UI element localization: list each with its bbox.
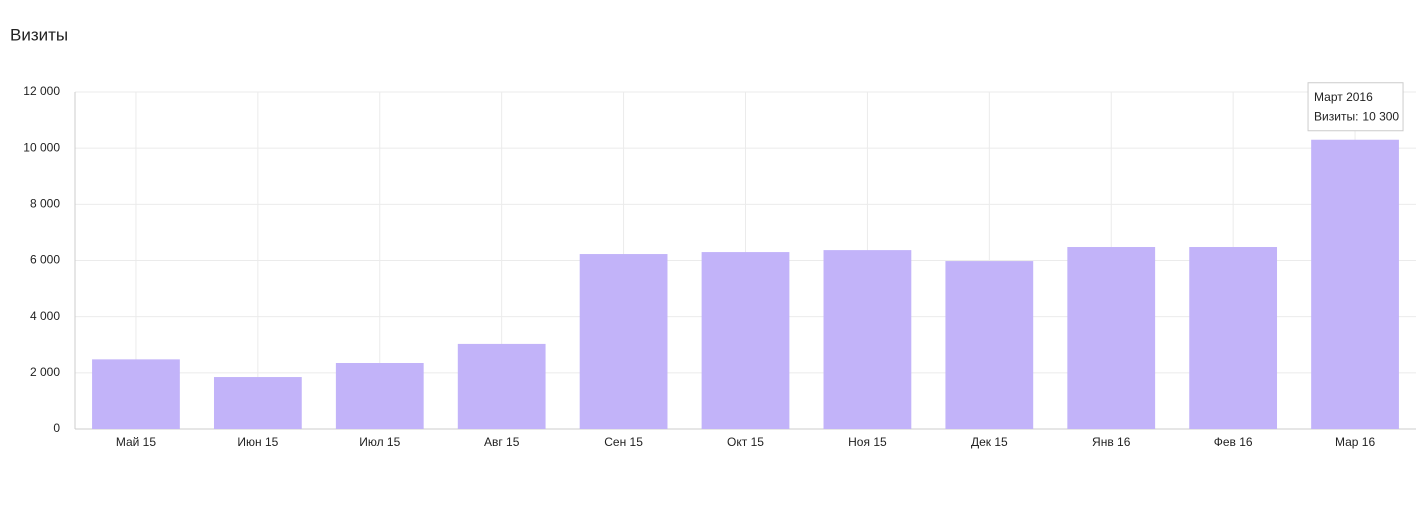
bar xyxy=(701,252,790,429)
bar xyxy=(1311,139,1399,429)
y-tick-label: 0 xyxy=(53,421,60,435)
tooltip-title: Март 2016 xyxy=(1314,90,1373,104)
y-tick-label: 6 000 xyxy=(30,253,60,267)
x-tick-label: Мар 16 xyxy=(1335,435,1375,449)
y-tick-label: 2 000 xyxy=(30,365,60,379)
y-tick-label: 12 000 xyxy=(23,84,60,98)
chart-title: Визиты xyxy=(10,25,68,44)
x-tick-label: Сен 15 xyxy=(604,435,643,449)
bar xyxy=(335,363,424,429)
tooltip-line: Визиты: 10 300 xyxy=(1314,110,1399,124)
tooltip: Март 2016 Визиты: 10 300 xyxy=(1307,82,1404,132)
x-tick-label: Янв 16 xyxy=(1092,435,1131,449)
x-tick-label: Окт 15 xyxy=(727,435,764,449)
bar xyxy=(92,359,180,429)
y-tick-label: 10 000 xyxy=(23,140,60,154)
x-tick-label: Ноя 15 xyxy=(848,435,887,449)
tooltip-box xyxy=(1307,82,1404,132)
x-tick-label: Май 15 xyxy=(116,435,157,449)
bar xyxy=(457,343,546,429)
tooltip-value: 10 300 xyxy=(1362,110,1399,124)
y-tick-label: 8 000 xyxy=(30,197,60,211)
x-tick-label: Июн 15 xyxy=(237,435,278,449)
tooltip-label: Визиты: xyxy=(1314,110,1358,124)
x-tick-label: Июл 15 xyxy=(359,435,400,449)
x-tick-label: Дек 15 xyxy=(971,435,1008,449)
x-tick-label: Фев 16 xyxy=(1214,435,1253,449)
y-tick-label: 4 000 xyxy=(30,309,60,323)
bar xyxy=(213,377,302,429)
bar xyxy=(1189,247,1278,429)
bar xyxy=(823,250,912,429)
bar xyxy=(1067,247,1156,429)
x-tick-label: Авг 15 xyxy=(484,435,520,449)
bar xyxy=(579,254,668,429)
bar xyxy=(945,261,1034,429)
